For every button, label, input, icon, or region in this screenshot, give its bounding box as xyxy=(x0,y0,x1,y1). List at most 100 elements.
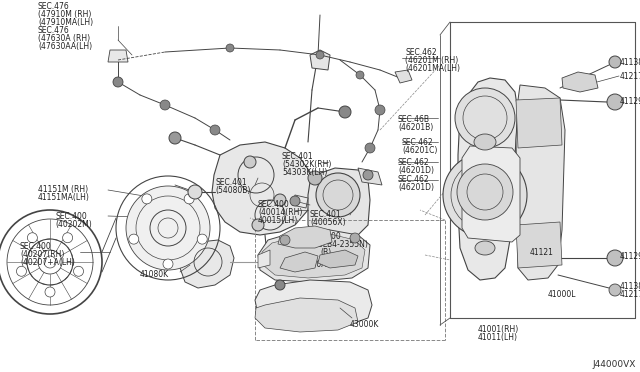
Circle shape xyxy=(607,250,623,266)
Polygon shape xyxy=(462,146,520,242)
Text: (47910MA(LH): (47910MA(LH) xyxy=(38,18,93,27)
Text: 41151M (RH): 41151M (RH) xyxy=(38,185,88,194)
Circle shape xyxy=(129,234,139,244)
Text: (40207(RH): (40207(RH) xyxy=(20,250,65,259)
Circle shape xyxy=(275,280,285,290)
Polygon shape xyxy=(255,298,358,332)
Text: (54080B): (54080B) xyxy=(215,186,250,195)
Text: (46201MA(LH): (46201MA(LH) xyxy=(405,64,460,73)
Polygon shape xyxy=(318,250,358,268)
Text: SEC.476: SEC.476 xyxy=(38,26,70,35)
Circle shape xyxy=(45,287,55,297)
Circle shape xyxy=(226,44,234,52)
Circle shape xyxy=(308,229,322,243)
Text: (B08LB4-2355N): (B08LB4-2355N) xyxy=(305,240,368,249)
Polygon shape xyxy=(255,280,372,328)
Polygon shape xyxy=(358,168,382,185)
Polygon shape xyxy=(262,234,365,278)
Text: SEC.401: SEC.401 xyxy=(282,152,314,161)
Circle shape xyxy=(457,164,513,220)
Circle shape xyxy=(28,233,37,243)
Text: SEC.400: SEC.400 xyxy=(258,200,290,209)
Text: 41000L: 41000L xyxy=(548,290,577,299)
Text: SEC.46B: SEC.46B xyxy=(398,115,430,124)
Circle shape xyxy=(316,173,360,217)
Text: (46201D): (46201D) xyxy=(398,183,434,192)
Text: (46201C): (46201C) xyxy=(402,146,437,155)
Text: 41217: 41217 xyxy=(620,72,640,81)
Text: 43000K: 43000K xyxy=(350,320,380,329)
Text: 41001(RH): 41001(RH) xyxy=(477,325,518,334)
Text: 41121: 41121 xyxy=(530,248,554,257)
Text: 41138H: 41138H xyxy=(620,58,640,67)
Circle shape xyxy=(113,77,123,87)
Text: SEC.401: SEC.401 xyxy=(310,210,342,219)
Text: SEC.476: SEC.476 xyxy=(38,2,70,11)
Circle shape xyxy=(308,171,322,185)
Text: SEC.462: SEC.462 xyxy=(398,175,429,184)
Polygon shape xyxy=(562,72,598,92)
Circle shape xyxy=(210,125,220,135)
Text: (40014(RH): (40014(RH) xyxy=(258,208,302,217)
Polygon shape xyxy=(108,50,128,62)
Circle shape xyxy=(274,194,286,206)
Text: SEC.400: SEC.400 xyxy=(20,242,52,251)
Circle shape xyxy=(44,256,56,268)
Circle shape xyxy=(363,170,373,180)
Text: (47910M (RH): (47910M (RH) xyxy=(38,10,92,19)
Circle shape xyxy=(356,71,364,79)
Circle shape xyxy=(126,186,210,270)
Text: 41011(LH): 41011(LH) xyxy=(478,333,518,342)
Text: (46201M (RH): (46201M (RH) xyxy=(405,56,458,65)
Text: SEC.462: SEC.462 xyxy=(402,138,434,147)
Polygon shape xyxy=(278,226,332,248)
Circle shape xyxy=(163,259,173,269)
Circle shape xyxy=(244,156,256,168)
Polygon shape xyxy=(280,252,318,272)
Text: J44000VX: J44000VX xyxy=(592,360,636,369)
Polygon shape xyxy=(292,195,308,208)
Circle shape xyxy=(607,94,623,110)
Polygon shape xyxy=(180,240,234,288)
Ellipse shape xyxy=(475,241,495,255)
Circle shape xyxy=(17,266,26,276)
Polygon shape xyxy=(516,85,565,280)
Text: 41217+A: 41217+A xyxy=(620,290,640,299)
Circle shape xyxy=(169,132,181,144)
Circle shape xyxy=(609,284,621,296)
Circle shape xyxy=(375,105,385,115)
Circle shape xyxy=(188,185,202,199)
Text: 41151MA(LH): 41151MA(LH) xyxy=(38,193,90,202)
Text: 41080K: 41080K xyxy=(140,270,169,279)
Polygon shape xyxy=(258,230,370,282)
Text: SEC.462: SEC.462 xyxy=(405,48,436,57)
Text: SEC.462: SEC.462 xyxy=(398,158,429,167)
Circle shape xyxy=(365,143,375,153)
Text: (46201B): (46201B) xyxy=(398,123,433,132)
Text: SEC.401: SEC.401 xyxy=(215,178,246,187)
Polygon shape xyxy=(310,50,330,70)
Polygon shape xyxy=(308,168,370,242)
Text: SEC.400: SEC.400 xyxy=(310,232,342,241)
Text: 41000A: 41000A xyxy=(298,260,328,269)
Polygon shape xyxy=(258,250,270,268)
Circle shape xyxy=(339,106,351,118)
Polygon shape xyxy=(458,78,518,280)
Polygon shape xyxy=(212,142,312,235)
Text: 54303K(LH): 54303K(LH) xyxy=(282,168,328,177)
Circle shape xyxy=(455,88,515,148)
Text: (B): (B) xyxy=(320,248,331,257)
Text: 40015(LH): 40015(LH) xyxy=(258,216,298,225)
Polygon shape xyxy=(516,98,562,148)
Polygon shape xyxy=(516,222,562,268)
Text: (40056X): (40056X) xyxy=(310,218,346,227)
Text: 41129: 41129 xyxy=(620,97,640,106)
Circle shape xyxy=(350,233,360,243)
Text: (46201D): (46201D) xyxy=(398,166,434,175)
Circle shape xyxy=(316,51,324,59)
Circle shape xyxy=(197,234,207,244)
Circle shape xyxy=(280,235,290,245)
Circle shape xyxy=(184,194,194,204)
Circle shape xyxy=(443,153,527,237)
Circle shape xyxy=(609,56,621,68)
